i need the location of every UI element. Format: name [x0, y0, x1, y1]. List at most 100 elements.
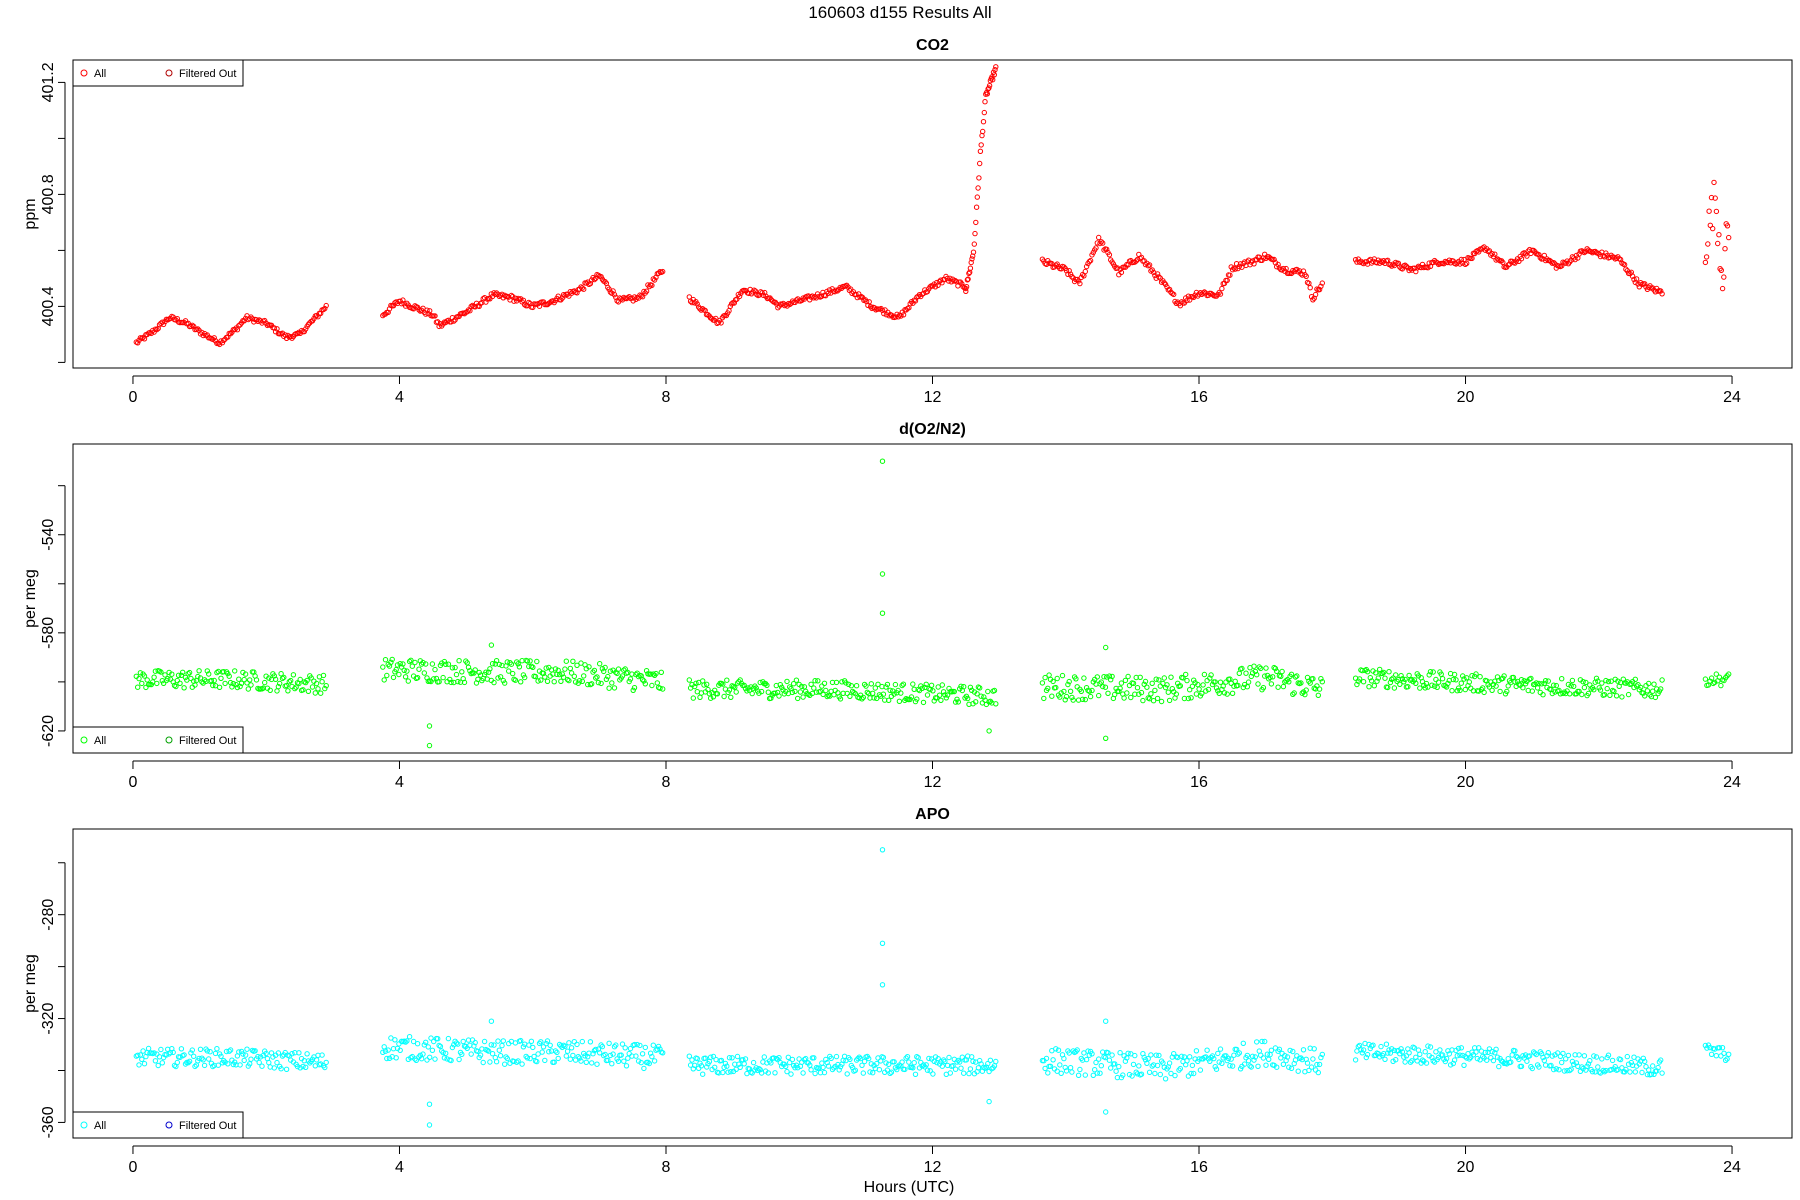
data-point [1398, 673, 1404, 679]
data-point [136, 675, 142, 682]
data-point [650, 276, 656, 282]
data-point [1402, 676, 1408, 683]
data-point [1624, 1053, 1631, 1060]
data-point [1615, 678, 1621, 684]
data-point [579, 678, 585, 684]
data-point [459, 1051, 465, 1058]
data-point [1251, 663, 1257, 669]
data-point [914, 696, 920, 702]
data-point [320, 672, 327, 679]
data-point [589, 1060, 595, 1066]
data-point [1208, 1054, 1214, 1061]
data-point [1576, 251, 1582, 257]
data-point [1225, 1055, 1232, 1062]
data-point [229, 329, 235, 335]
data-point [1189, 1062, 1196, 1069]
data-point [793, 677, 800, 683]
data-point [1278, 673, 1284, 679]
data-point [1454, 688, 1461, 694]
data-point [1089, 1051, 1095, 1057]
data-point [445, 661, 452, 667]
data-point [1544, 684, 1550, 691]
data-point [429, 661, 436, 667]
data-point [1642, 1058, 1648, 1065]
data-point [1262, 673, 1268, 679]
data-point [1224, 691, 1230, 697]
data-point [1355, 1043, 1362, 1050]
data-point [481, 1038, 488, 1045]
data-point [496, 661, 502, 668]
data-point [1524, 253, 1530, 259]
data-point [1041, 695, 1047, 702]
data-point [143, 684, 149, 691]
data-point [427, 308, 433, 314]
data-point [1446, 1051, 1453, 1057]
data-point [785, 1054, 791, 1061]
data-point [262, 679, 268, 686]
data-point [1197, 1067, 1204, 1073]
data-point [1354, 681, 1360, 688]
data-point [602, 1051, 608, 1058]
data-point [1632, 1069, 1639, 1075]
data-point [694, 1055, 700, 1062]
data-point [821, 680, 828, 686]
data-point [1435, 679, 1442, 685]
data-point [1607, 692, 1613, 698]
data-point [1580, 1065, 1586, 1072]
data-point [1427, 1044, 1434, 1050]
data-point [1087, 257, 1094, 264]
data-point [1429, 682, 1435, 688]
data-point [788, 1071, 794, 1077]
data-point [614, 298, 620, 304]
legend-marker [165, 69, 173, 77]
data-point [879, 307, 886, 314]
data-point [610, 1051, 616, 1057]
panel-title: d(O2/N2) [899, 421, 966, 438]
data-point [660, 268, 666, 275]
data-point [1096, 234, 1102, 241]
data-point [472, 667, 478, 673]
data-point [1708, 1051, 1715, 1058]
data-point [1399, 676, 1406, 682]
data-point [1187, 687, 1193, 693]
data-point [1406, 1050, 1412, 1056]
data-point [1405, 265, 1411, 271]
x-tick-label: 24 [1723, 389, 1741, 406]
data-point [1493, 1046, 1499, 1053]
data-point [1625, 691, 1632, 698]
data-point [852, 1067, 858, 1074]
data-point [1185, 1073, 1192, 1079]
data-point [951, 688, 957, 695]
data-point [1067, 1065, 1074, 1071]
data-point [197, 1046, 204, 1053]
data-point [1157, 1071, 1164, 1078]
scatter-points [133, 458, 1732, 749]
data-point [248, 1056, 254, 1062]
data-point [1223, 679, 1229, 685]
data-point [271, 673, 277, 679]
data-point [1138, 689, 1145, 696]
data-point [874, 1060, 880, 1067]
data-point [1259, 1038, 1265, 1045]
data-point [1082, 1072, 1089, 1078]
legend-marker [80, 736, 88, 744]
data-point [405, 678, 411, 684]
data-point [1505, 683, 1511, 689]
data-point [555, 1055, 561, 1062]
data-point [985, 688, 991, 695]
data-point [1065, 681, 1071, 688]
data-point [1156, 677, 1162, 683]
data-point [471, 670, 477, 676]
data-point [594, 674, 600, 680]
data-point [393, 1055, 399, 1061]
data-point [185, 671, 191, 677]
data-point [1613, 693, 1620, 699]
x-tick-label: 20 [1457, 389, 1475, 406]
figure-title: 160603 d155 Results All [808, 3, 991, 22]
data-point [152, 1058, 159, 1064]
data-point [512, 677, 519, 683]
data-point [693, 680, 699, 686]
data-point [1447, 1062, 1454, 1068]
data-point [720, 681, 726, 687]
data-point [518, 296, 524, 302]
